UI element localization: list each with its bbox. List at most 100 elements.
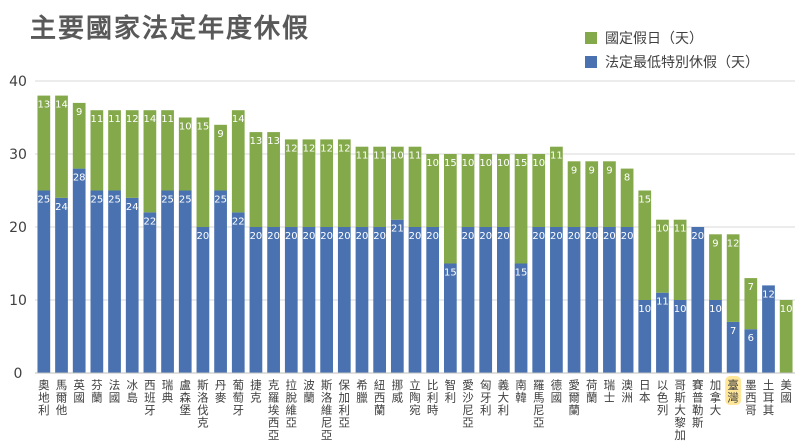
bar-holidays: [726, 234, 740, 322]
data-label-annual-leave: 25: [214, 195, 227, 206]
x-tick-label: 奧地利: [38, 378, 50, 417]
data-label-annual-leave: 20: [267, 231, 280, 242]
chart-title: 主要國家法定年度休假: [30, 14, 311, 44]
data-label-holidays: 10: [462, 158, 475, 169]
data-label-holidays: 11: [90, 114, 103, 125]
bar-holidays: [37, 95, 51, 191]
x-tick-label: 南韓: [515, 378, 527, 405]
bar-annual-leave: [762, 285, 775, 373]
x-tick-label: 冰島: [126, 378, 138, 405]
data-label-holidays: 9: [571, 165, 577, 176]
bar-holidays: [143, 110, 157, 213]
highlight-label-bg: [725, 376, 742, 405]
data-label-annual-leave: 20: [197, 231, 210, 242]
data-label-annual-leave: 25: [90, 195, 103, 206]
data-label-holidays: 8: [624, 173, 630, 184]
bar-holidays: [231, 110, 245, 213]
data-label-holidays: 12: [338, 143, 351, 154]
bar-holidays: [779, 300, 793, 373]
x-tick-label: 墨西哥: [745, 378, 757, 417]
bar-annual-leave: [196, 227, 210, 373]
bar-annual-leave: [497, 227, 510, 373]
data-label-annual-leave: 15: [444, 268, 457, 279]
data-label-annual-leave: 20: [550, 231, 563, 242]
data-label-annual-leave: 20: [409, 231, 422, 242]
data-label-holidays: 11: [550, 151, 563, 162]
bar-holidays: [161, 110, 174, 191]
data-label-annual-leave: 15: [515, 268, 528, 279]
data-label-holidays: 10: [479, 158, 492, 169]
x-tick-label: 拉脫維亞: [286, 378, 298, 430]
y-tick-label: 40: [9, 74, 27, 90]
x-tick-label: 加拿大: [710, 378, 722, 417]
bar-annual-leave: [355, 227, 369, 373]
data-label-annual-leave: 20: [338, 231, 351, 242]
x-tick-label: 瑞士: [604, 378, 616, 405]
legend-swatch-annual-leave: [585, 56, 597, 68]
data-label-holidays: 15: [197, 122, 210, 133]
data-label-holidays: 11: [674, 224, 687, 235]
data-label-holidays: 9: [712, 238, 718, 249]
data-label-holidays: 14: [55, 100, 68, 111]
bar-annual-leave: [320, 227, 333, 373]
x-tick-label: 賽普勒斯: [692, 378, 704, 430]
bar-holidays: [709, 234, 722, 300]
bar-holidays: [461, 154, 475, 227]
data-label-holidays: 10: [656, 224, 669, 235]
x-tick-label: 克羅埃西亞: [268, 378, 280, 441]
data-label-annual-leave: 25: [37, 195, 50, 206]
bar-annual-leave: [709, 300, 722, 373]
bar-holidays: [479, 154, 493, 227]
data-label-holidays: 11: [356, 151, 369, 162]
data-label-annual-leave: 20: [250, 231, 263, 242]
x-tick-label: 愛爾蘭: [568, 378, 580, 417]
data-label-annual-leave: 11: [656, 297, 669, 308]
bar-holidays: [373, 146, 387, 227]
data-label-holidays: 15: [515, 158, 528, 169]
bar-annual-leave: [638, 300, 652, 373]
bar-holidays: [267, 132, 280, 227]
bar-annual-leave: [567, 227, 581, 373]
x-tick-label: 智利: [445, 378, 457, 405]
bar-holidays: [497, 154, 510, 227]
data-label-annual-leave: 10: [638, 304, 651, 315]
data-label-holidays: 15: [638, 195, 651, 206]
data-label-annual-leave: 22: [144, 216, 157, 227]
data-label-holidays: 12: [303, 143, 316, 154]
x-tick-label: 比利時: [427, 378, 439, 417]
x-tick-label: 德國: [551, 378, 563, 405]
bar-annual-leave: [55, 197, 68, 373]
x-tick-label: 以色列: [657, 378, 669, 417]
data-label-holidays: 9: [589, 165, 595, 176]
data-label-holidays: 11: [108, 114, 121, 125]
bar-holidays: [390, 146, 404, 220]
data-label-annual-leave: 24: [126, 202, 139, 213]
x-tick-label: 臺灣: [727, 378, 739, 405]
data-label-holidays: 11: [409, 151, 422, 162]
data-label-annual-leave: 24: [55, 202, 68, 213]
bar-holidays: [426, 154, 440, 227]
data-label-annual-leave: 20: [479, 231, 492, 242]
x-tick-label: 西班牙: [144, 378, 156, 417]
x-tick-label: 荷蘭: [586, 378, 598, 405]
bar-holidays: [550, 146, 563, 227]
data-label-annual-leave: 20: [497, 231, 510, 242]
data-label-annual-leave: 20: [462, 231, 475, 242]
bar-annual-leave: [585, 227, 599, 373]
data-label-holidays: 10: [497, 158, 510, 169]
bar-holidays: [90, 110, 104, 191]
data-label-annual-leave: 20: [691, 231, 704, 242]
bar-annual-leave: [443, 263, 457, 373]
x-tick-label: 芬蘭: [91, 378, 103, 405]
bar-holidays: [108, 110, 121, 191]
x-tick-label: 法國: [109, 378, 121, 405]
x-tick-label: 澳洲: [621, 378, 633, 405]
data-label-holidays: 12: [285, 143, 298, 154]
bar-holidays: [656, 219, 669, 293]
legend-label-annual-leave: 法定最低特別休假（天）: [605, 55, 759, 71]
bar-annual-leave: [108, 190, 121, 373]
bar-annual-leave: [620, 227, 634, 373]
bar-annual-leave: [550, 227, 563, 373]
bar-annual-leave: [479, 227, 493, 373]
